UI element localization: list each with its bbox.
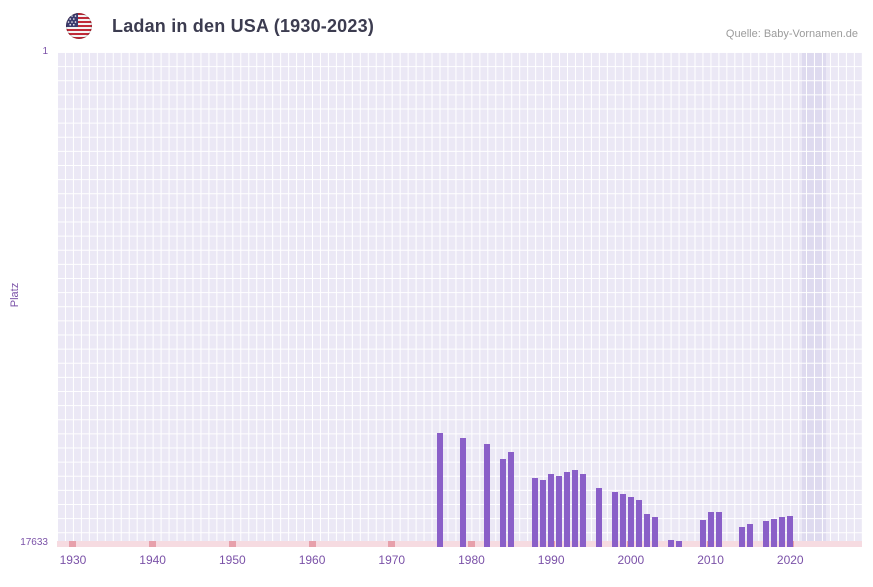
bar-2003[interactable] <box>651 516 658 547</box>
bar-2019[interactable] <box>779 516 786 547</box>
bar-2005[interactable] <box>667 539 674 547</box>
x-axis: 1930 1940 1950 1960 1970 1980 1990 2000 2010 2020 <box>57 553 862 573</box>
source-label: Quelle: Baby-Vornamen.de <box>725 28 858 40</box>
bar-1993[interactable] <box>572 469 579 547</box>
no-rank-marker-1960 <box>308 541 316 547</box>
no-rank-marker-1940 <box>149 541 157 547</box>
page-title: Ladan in den USA (1930-2023) <box>112 16 375 36</box>
bar-1999[interactable] <box>619 493 626 547</box>
bar-1988[interactable] <box>532 478 539 547</box>
y-axis-label: Platz <box>9 282 21 308</box>
y-tick-top: 1 <box>42 46 48 57</box>
bar-2002[interactable] <box>643 514 650 547</box>
bar-2006[interactable] <box>675 541 682 547</box>
no-rank-marker-1970 <box>388 541 396 547</box>
bar-2009[interactable] <box>699 519 706 547</box>
x-tick-2000: 2000 <box>617 553 645 567</box>
no-rank-marker-1930 <box>69 541 77 547</box>
x-tick-1990: 1990 <box>537 553 565 567</box>
bar-1984[interactable] <box>500 459 507 547</box>
bar-1976[interactable] <box>436 432 443 547</box>
bar-2000[interactable] <box>627 496 634 547</box>
recent-years-band <box>802 52 827 547</box>
no-rank-marker-1950 <box>228 541 236 547</box>
bar-1992[interactable] <box>564 471 571 547</box>
y-tick-bottom: 17633 <box>20 537 48 548</box>
x-tick-1960: 1960 <box>298 553 326 567</box>
bar-1982[interactable] <box>484 443 491 547</box>
plot-area[interactable] <box>57 52 862 547</box>
bar-1994[interactable] <box>580 473 587 547</box>
no-rank-marker-1980 <box>467 541 475 547</box>
bar-2017[interactable] <box>763 521 770 547</box>
x-tick-1970: 1970 <box>378 553 406 567</box>
x-tick-1950: 1950 <box>218 553 246 567</box>
bar-1989[interactable] <box>540 480 547 547</box>
us-flag-icon <box>66 13 92 39</box>
x-tick-1940: 1940 <box>139 553 166 567</box>
bar-2010[interactable] <box>707 512 714 547</box>
bar-1985[interactable] <box>508 452 515 547</box>
bar-1990[interactable] <box>548 473 555 547</box>
baseline-strip <box>57 541 862 547</box>
bar-1979[interactable] <box>460 437 467 547</box>
bar-2014[interactable] <box>739 526 746 547</box>
bar-1998[interactable] <box>611 491 618 547</box>
bar-1996[interactable] <box>595 487 602 547</box>
x-tick-1980: 1980 <box>458 553 485 567</box>
bar-2020[interactable] <box>787 516 794 547</box>
bar-2015[interactable] <box>747 523 754 547</box>
x-tick-1930: 1930 <box>59 553 87 567</box>
bar-2011[interactable] <box>715 512 722 547</box>
bar-2001[interactable] <box>635 500 642 547</box>
x-tick-2010: 2010 <box>697 553 724 567</box>
bar-1991[interactable] <box>556 475 563 547</box>
bar-2018[interactable] <box>771 519 778 547</box>
x-tick-2020: 2020 <box>776 553 804 567</box>
